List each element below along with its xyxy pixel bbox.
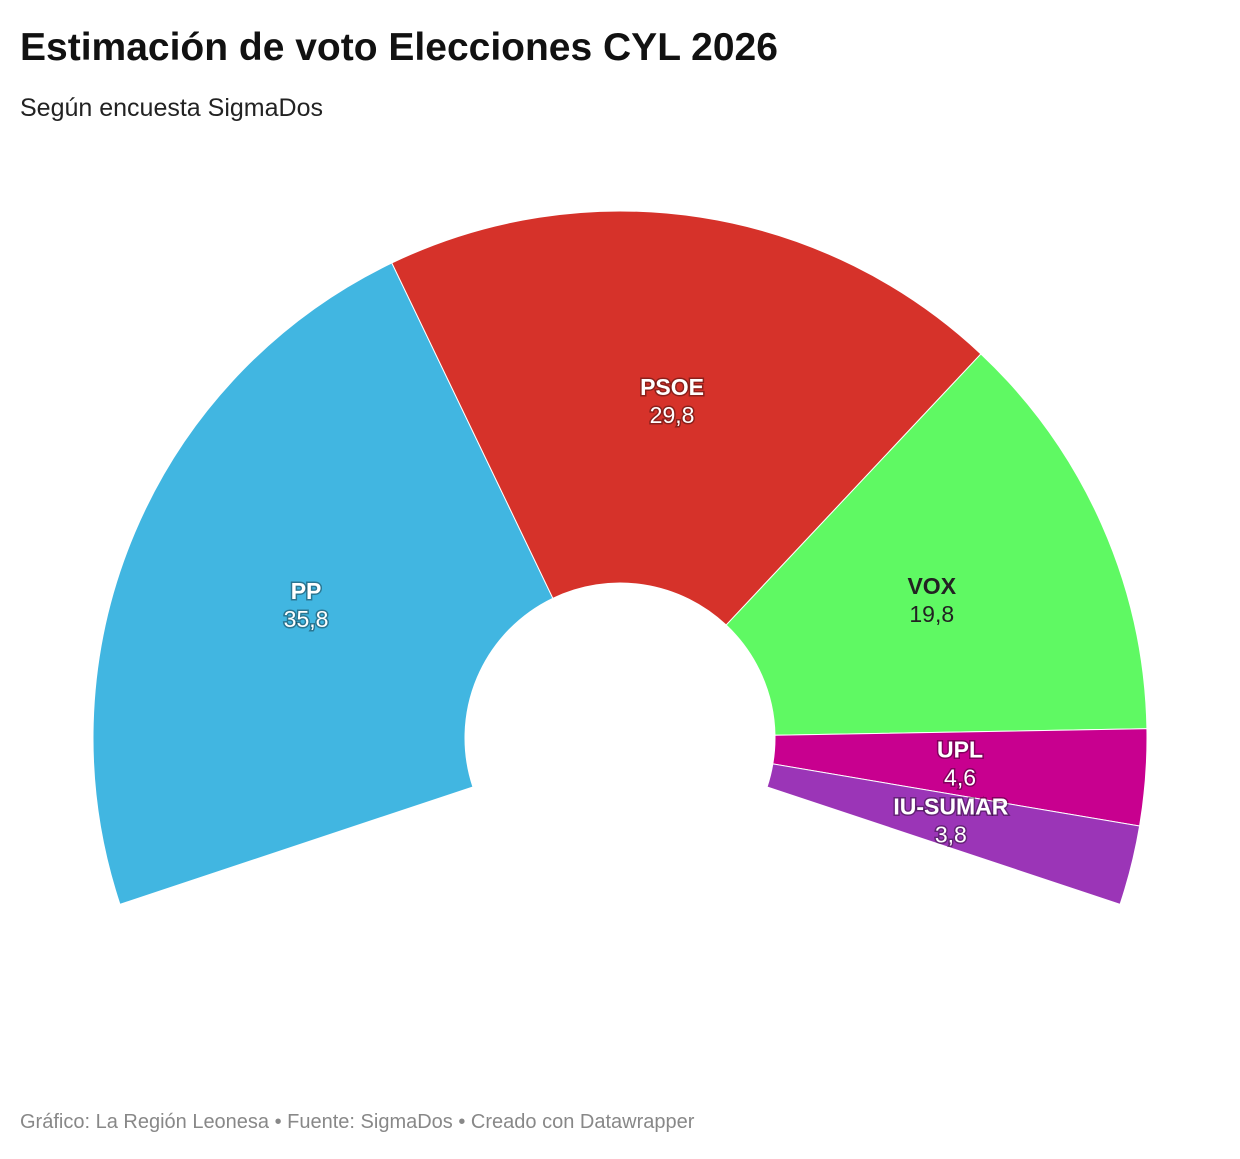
slice-label: IU-SUMAR: [893, 794, 1008, 820]
chart-title: Estimación de voto Elecciones CYL 2026: [20, 26, 778, 69]
chart-subtitle: Según encuesta SigmaDos: [20, 94, 323, 122]
slice: [725, 353, 1148, 736]
slice-value: 19,8: [909, 601, 954, 627]
slice: [92, 262, 554, 905]
slice-label: VOX: [907, 573, 956, 599]
slice-value: 35,8: [284, 606, 329, 632]
slice: [766, 763, 1141, 905]
slice-value: 29,8: [650, 402, 695, 428]
slice: [391, 210, 982, 626]
slice-label: UPL: [937, 737, 983, 763]
slice-value: 4,6: [944, 765, 976, 791]
slice-value: 3,8: [935, 822, 967, 848]
chart-footer: Gráfico: La Región Leonesa • Fuente: Sig…: [20, 1111, 695, 1133]
slice-label: PSOE: [640, 374, 704, 400]
slice-label: PP: [291, 578, 322, 604]
